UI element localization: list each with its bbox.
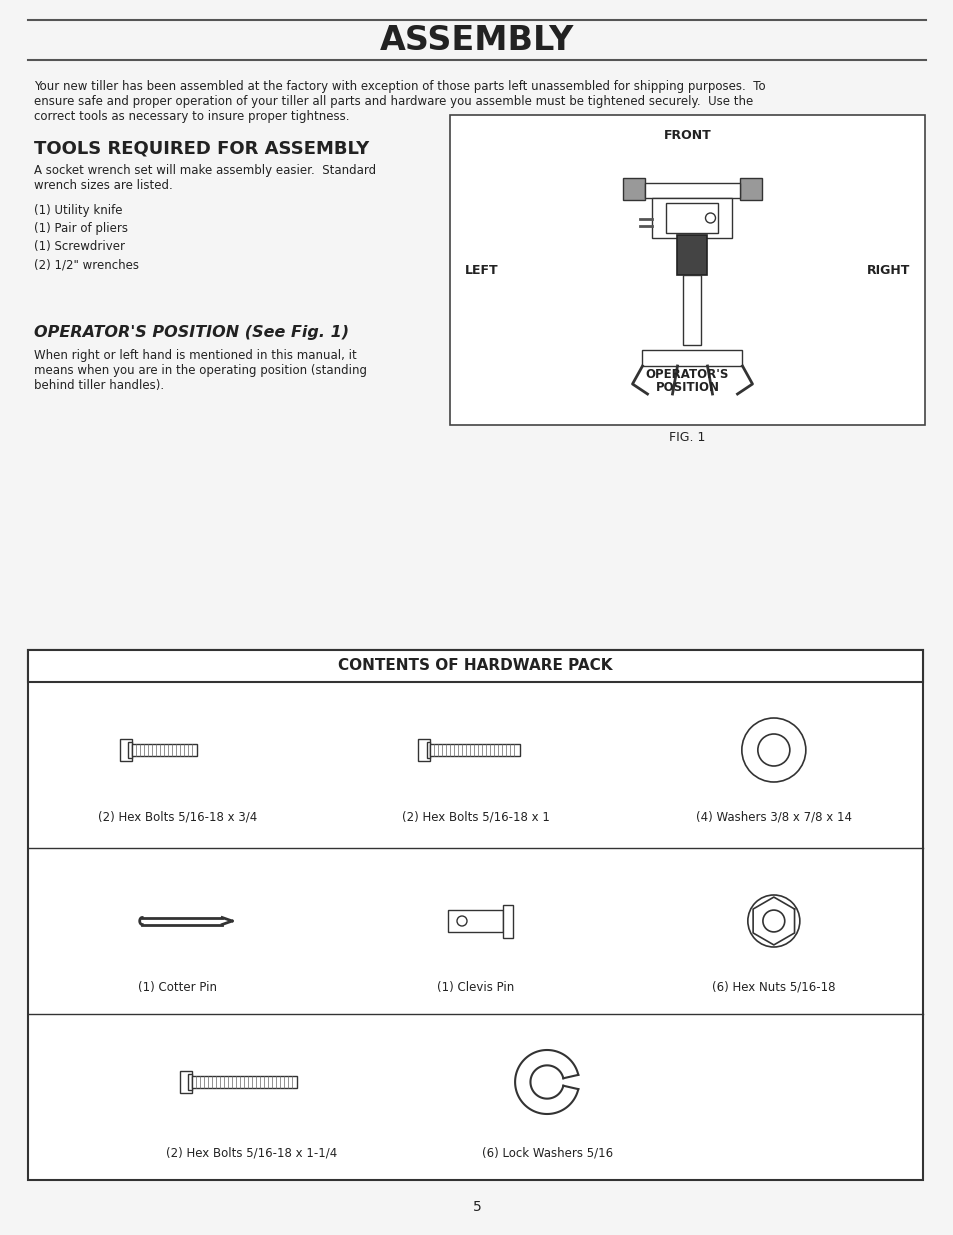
Circle shape bbox=[757, 734, 789, 766]
Text: A socket wrench set will make assembly easier.  Standard: A socket wrench set will make assembly e… bbox=[34, 164, 375, 177]
Text: OPERATOR'S POSITION (See Fig. 1): OPERATOR'S POSITION (See Fig. 1) bbox=[34, 325, 349, 340]
Text: ensure safe and proper operation of your tiller all parts and hardware you assem: ensure safe and proper operation of your… bbox=[34, 95, 753, 107]
Bar bbox=[666, 203, 718, 233]
Bar bbox=[502, 904, 513, 937]
Text: FRONT: FRONT bbox=[663, 128, 711, 142]
Text: (6) Lock Washers 5/16: (6) Lock Washers 5/16 bbox=[481, 1147, 612, 1160]
Bar bbox=[430, 743, 520, 756]
Text: 5: 5 bbox=[472, 1200, 481, 1214]
Text: (2) Hex Bolts 5/16-18 x 3/4: (2) Hex Bolts 5/16-18 x 3/4 bbox=[97, 810, 256, 823]
Text: ASSEMBLY: ASSEMBLY bbox=[379, 23, 574, 57]
Text: Your new tiller has been assembled at the factory with exception of those parts : Your new tiller has been assembled at th… bbox=[34, 80, 765, 93]
Text: CONTENTS OF HARDWARE PACK: CONTENTS OF HARDWARE PACK bbox=[338, 658, 612, 673]
Bar bbox=[179, 1072, 192, 1093]
Bar bbox=[652, 198, 732, 238]
Bar bbox=[120, 740, 132, 761]
Circle shape bbox=[705, 212, 715, 224]
Text: FIG. 1: FIG. 1 bbox=[669, 431, 705, 445]
Bar bbox=[418, 740, 430, 761]
Bar bbox=[677, 235, 707, 275]
Text: (4) Washers 3/8 x 7/8 x 14: (4) Washers 3/8 x 7/8 x 14 bbox=[695, 810, 851, 823]
Bar bbox=[622, 178, 644, 200]
Bar bbox=[740, 178, 761, 200]
Text: (1) Screwdriver: (1) Screwdriver bbox=[34, 240, 125, 253]
Text: (2) Hex Bolts 5/16-18 x 1-1/4: (2) Hex Bolts 5/16-18 x 1-1/4 bbox=[166, 1147, 337, 1160]
Text: behind tiller handles).: behind tiller handles). bbox=[34, 379, 164, 391]
Circle shape bbox=[762, 910, 784, 932]
Text: TOOLS REQUIRED FOR ASSEMBLY: TOOLS REQUIRED FOR ASSEMBLY bbox=[34, 140, 369, 158]
Bar bbox=[28, 650, 923, 682]
Circle shape bbox=[456, 916, 467, 926]
Text: When right or left hand is mentioned in this manual, it: When right or left hand is mentioned in … bbox=[34, 350, 356, 362]
Text: LEFT: LEFT bbox=[464, 263, 498, 277]
Bar bbox=[682, 275, 700, 345]
Bar bbox=[426, 742, 430, 758]
Bar bbox=[448, 910, 502, 932]
Bar bbox=[641, 350, 741, 366]
Bar bbox=[644, 183, 740, 198]
Bar bbox=[28, 650, 923, 1179]
Text: (2) Hex Bolts 5/16-18 x 1: (2) Hex Bolts 5/16-18 x 1 bbox=[401, 810, 549, 823]
Text: (1) Pair of pliers: (1) Pair of pliers bbox=[34, 222, 128, 235]
Text: means when you are in the operating position (standing: means when you are in the operating posi… bbox=[34, 364, 367, 377]
Bar bbox=[128, 742, 132, 758]
Text: (1) Clevis Pin: (1) Clevis Pin bbox=[436, 981, 514, 994]
Text: (2) 1/2" wrenches: (2) 1/2" wrenches bbox=[34, 258, 139, 270]
Bar bbox=[450, 115, 924, 425]
Text: RIGHT: RIGHT bbox=[865, 263, 909, 277]
Text: wrench sizes are listed.: wrench sizes are listed. bbox=[34, 179, 172, 191]
Text: (1) Utility knife: (1) Utility knife bbox=[34, 204, 122, 217]
Text: POSITION: POSITION bbox=[655, 382, 719, 394]
Text: correct tools as necessary to insure proper tightness.: correct tools as necessary to insure pro… bbox=[34, 110, 349, 124]
Bar bbox=[188, 1074, 192, 1089]
Text: (6) Hex Nuts 5/16-18: (6) Hex Nuts 5/16-18 bbox=[711, 981, 835, 994]
Text: (1) Cotter Pin: (1) Cotter Pin bbox=[137, 981, 216, 994]
Bar bbox=[192, 1076, 296, 1088]
Circle shape bbox=[747, 895, 799, 947]
Circle shape bbox=[741, 718, 805, 782]
Text: OPERATOR'S: OPERATOR'S bbox=[645, 368, 728, 382]
Bar bbox=[132, 743, 197, 756]
